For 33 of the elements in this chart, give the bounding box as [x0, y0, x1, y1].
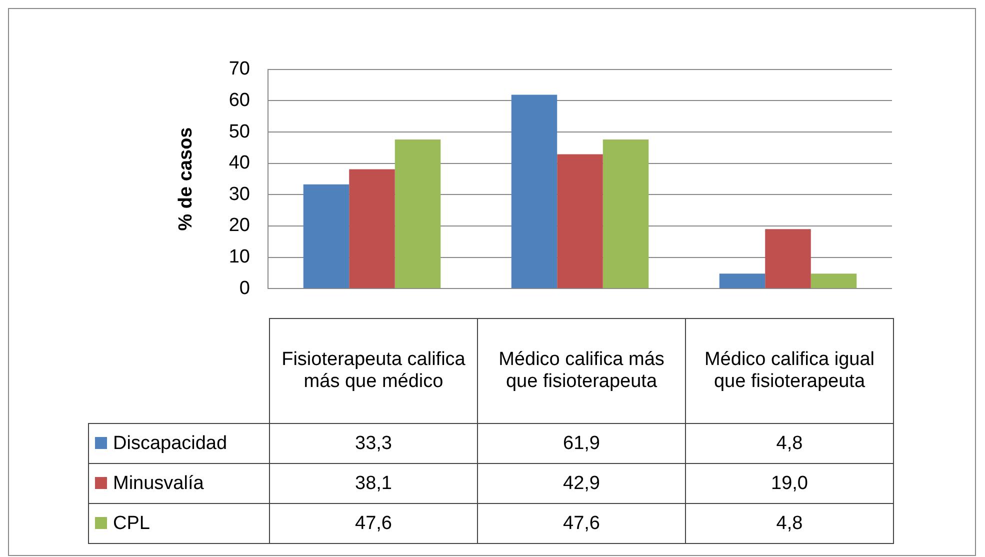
y-tick-label: 50: [228, 121, 250, 142]
bar: [765, 229, 811, 288]
data-label: 38,1: [270, 464, 478, 504]
data-label: 4,8: [686, 504, 894, 544]
y-tick-label: 40: [228, 152, 250, 174]
bar: [719, 274, 766, 288]
y-tick-label: 60: [228, 90, 250, 111]
data-label: 33,3: [270, 424, 478, 464]
bar: [810, 274, 857, 288]
y-tick-label: 70: [228, 58, 250, 80]
y-tick-label: 20: [228, 215, 250, 236]
data-label: 61,9: [478, 424, 686, 464]
x-tick-label: Médico califica más que fisioterapeuta: [478, 318, 686, 424]
bar: [303, 184, 350, 288]
legend-label: Discapacidad: [88, 424, 270, 464]
data-label: 4,8: [686, 424, 894, 464]
bar: [557, 154, 603, 288]
data-label: 42,9: [478, 464, 686, 504]
legend-label: Minusvalía: [88, 464, 270, 504]
bar: [602, 140, 649, 288]
bar: [511, 94, 558, 288]
y-tick-label: 10: [228, 246, 250, 268]
legend-label: CPL: [88, 504, 270, 544]
y-tick-label: 30: [228, 184, 250, 205]
data-label: 47,6: [478, 504, 686, 544]
bar: [394, 140, 441, 288]
data-label: 19,0: [686, 464, 894, 504]
y-tick-label: 0: [239, 278, 250, 299]
data-label: 47,6: [270, 504, 478, 544]
x-tick-label: Médico califica igual que fisioterapeuta: [686, 318, 894, 424]
y-axis-title: % de casos: [176, 127, 197, 231]
x-tick-label: Fisioterapeuta califica más que médico: [270, 318, 478, 424]
bar: [349, 169, 395, 288]
